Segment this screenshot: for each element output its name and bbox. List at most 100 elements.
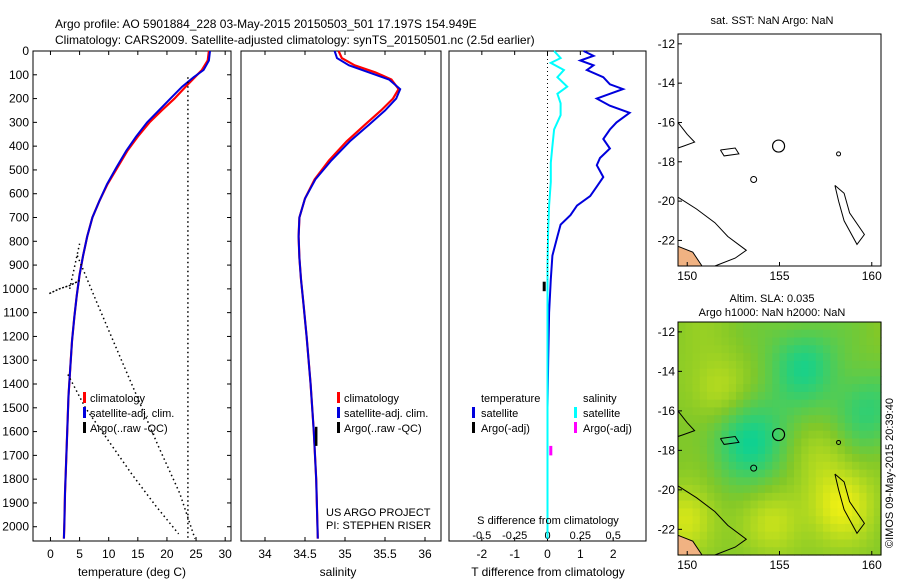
depth-tick-label: 1100	[3, 306, 29, 320]
sla-cell	[678, 438, 686, 447]
sla-cell	[844, 430, 853, 440]
sla-cell	[866, 539, 875, 548]
sla-cell	[830, 322, 839, 331]
sla-cell	[757, 415, 766, 424]
sla-cell	[743, 508, 752, 517]
sla-cell	[743, 438, 752, 447]
sla-cell	[685, 329, 694, 339]
map-y-tick-label: -12	[658, 325, 676, 339]
depth-tick-label: 1700	[2, 448, 29, 462]
sla-cell	[866, 407, 875, 416]
sla-cell	[844, 523, 853, 533]
sla-cell	[772, 492, 781, 502]
sla-cell	[794, 322, 802, 331]
sla-cell	[685, 376, 694, 385]
sla-cell	[779, 407, 788, 416]
sla-cell	[808, 345, 817, 354]
sla-cell	[786, 492, 795, 502]
sla-cell	[757, 407, 766, 416]
sla-cell	[707, 477, 715, 486]
sla-cell	[743, 523, 752, 533]
sla-cell	[707, 508, 715, 517]
sla-cell	[837, 454, 846, 463]
sla-cell	[815, 322, 824, 331]
sla-cell	[873, 322, 882, 331]
sla-cell	[801, 446, 810, 455]
sla-cell	[678, 415, 686, 424]
sla-cell	[866, 446, 875, 455]
sla-cell	[707, 446, 715, 455]
sla-cell	[830, 547, 839, 556]
sla-cell	[801, 329, 810, 339]
sla-cell	[743, 461, 752, 471]
sla-cell	[707, 492, 715, 502]
sla-cell	[736, 430, 744, 440]
sla-cell	[852, 345, 860, 354]
sla-cell	[707, 376, 715, 385]
coastline-group	[677, 410, 866, 556]
sla-cell	[707, 539, 715, 548]
sla-cell	[852, 516, 860, 525]
sla-cell	[714, 415, 723, 424]
sla-cell	[692, 485, 701, 494]
temperature-plot-frame	[32, 50, 232, 542]
sla-cell	[750, 337, 759, 346]
sla-cell	[721, 399, 730, 409]
sla-cell	[736, 485, 744, 494]
sla-cell	[685, 531, 694, 541]
sla-cell	[757, 329, 766, 339]
sla-cell	[678, 322, 686, 331]
sla-cell	[786, 353, 795, 362]
sla-cell	[757, 345, 766, 354]
sla-cell	[844, 415, 853, 424]
sla-cell	[815, 469, 824, 478]
sla-cell	[692, 353, 701, 362]
sla-cell	[772, 391, 781, 401]
sla-cell	[815, 492, 824, 502]
sla-cell	[714, 539, 723, 548]
sla-cell	[750, 368, 759, 377]
sla-cell	[707, 523, 715, 533]
sla-cell	[692, 430, 701, 440]
legend-swatch-temp-argo	[472, 422, 475, 433]
sla-cell	[750, 376, 759, 385]
sla-cell	[837, 407, 846, 416]
depth-tick-label: 100	[9, 68, 29, 82]
sla-cell	[765, 469, 773, 478]
sla-cell	[721, 446, 730, 455]
sla-cell	[830, 516, 839, 525]
sla-cell	[830, 539, 839, 548]
sla-cell	[714, 547, 723, 556]
sla-cell	[794, 329, 802, 339]
sla-cell	[852, 539, 860, 548]
sla-cell	[765, 492, 773, 502]
sla-cell	[750, 492, 759, 502]
sla-cell	[728, 485, 737, 494]
map-y-tick-label: -16	[658, 404, 676, 418]
sla-cell	[757, 539, 766, 548]
sla-cell	[692, 368, 701, 377]
sla-cell	[678, 454, 686, 463]
coastline	[677, 485, 748, 556]
sla-cell	[757, 469, 766, 478]
sla-cell	[801, 547, 810, 556]
sla-cell	[844, 454, 853, 463]
legend-label-sal-satellite: satellite	[583, 408, 620, 420]
sla-cell	[685, 399, 694, 409]
sla-cell	[823, 492, 831, 502]
sla-cell	[852, 485, 860, 494]
sla-cell	[743, 322, 752, 331]
sla-cell	[692, 438, 701, 447]
sla-cell	[728, 353, 737, 362]
sla-cell	[859, 384, 868, 393]
sla-cell	[866, 345, 875, 354]
sla-cell	[685, 523, 694, 533]
legend-swatch-satellite	[337, 407, 340, 418]
sla-cell	[692, 508, 701, 517]
sla-cell	[736, 423, 744, 432]
sla-cell	[772, 508, 781, 517]
sla-cell	[736, 531, 744, 541]
sla-cell	[736, 337, 744, 346]
map-y-tick-label: -20	[658, 194, 676, 208]
sla-cell	[808, 399, 817, 409]
